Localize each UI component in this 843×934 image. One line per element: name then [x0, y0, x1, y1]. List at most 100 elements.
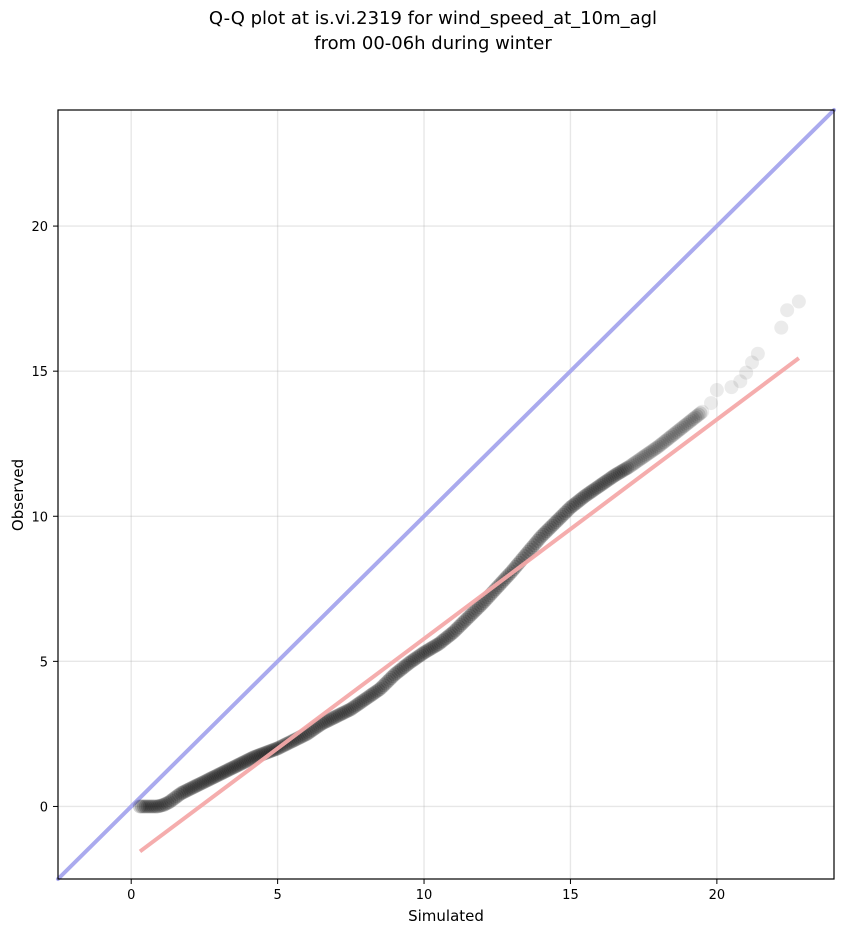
quantile-point — [417, 645, 432, 660]
quantile-point — [643, 444, 658, 459]
quantile-point — [594, 477, 609, 492]
quantile-point — [223, 761, 238, 776]
quantile-point — [645, 443, 660, 458]
quantile-point — [415, 646, 430, 661]
quantile-point — [398, 658, 413, 673]
quantile-point — [530, 533, 545, 548]
quantile-point — [202, 772, 217, 787]
quantile-point — [435, 634, 450, 649]
quantile-point — [406, 653, 421, 668]
quantile-point — [678, 417, 693, 432]
quantile-point — [468, 603, 483, 618]
quantile-point — [449, 621, 464, 636]
quantile-point — [534, 529, 549, 544]
quantile-point — [160, 796, 175, 811]
quantile-point — [235, 755, 250, 770]
quantile-point — [638, 448, 653, 463]
quantile-point — [464, 607, 479, 622]
quantile-point — [184, 781, 199, 796]
quantile-point — [238, 754, 253, 769]
quantile-point — [356, 693, 371, 708]
quantile-point — [455, 616, 470, 631]
quantile-point — [552, 511, 567, 526]
quantile-point — [611, 466, 626, 481]
quantile-point — [426, 640, 441, 655]
quantile-point — [396, 660, 411, 675]
quantile-point — [574, 491, 589, 506]
quantile-point — [329, 709, 344, 724]
quantile-point — [664, 429, 679, 444]
quantile-point — [213, 766, 228, 781]
chart-title-line-2: from 00-06h during winter — [314, 33, 552, 54]
quantile-point — [177, 784, 192, 799]
y-axis-label: Observed — [9, 459, 27, 531]
quantile-point — [325, 711, 340, 726]
quantile-point — [724, 380, 739, 395]
quantile-point — [451, 619, 466, 634]
quantile-point — [166, 792, 181, 807]
quantile-point — [444, 626, 459, 641]
quantile-point — [590, 480, 605, 495]
identity-line — [56, 108, 836, 881]
axis-ticks: 0 5 10 15 20 0 5 10 15 20 — [31, 220, 725, 903]
quantile-point — [222, 762, 237, 777]
quantile-point — [175, 785, 190, 800]
quantile-point — [186, 780, 201, 795]
quantile-point — [680, 416, 695, 431]
quantile-point — [343, 702, 358, 717]
quantile-point — [592, 478, 607, 493]
quantile-point — [745, 355, 760, 370]
quantile-point — [218, 764, 233, 779]
quantile-point — [649, 440, 664, 455]
quantile-point — [673, 422, 688, 437]
x-tick-label: 20 — [709, 888, 726, 903]
quantile-point — [460, 610, 475, 625]
quantile-point — [340, 704, 355, 719]
quantile-point — [525, 540, 540, 555]
quantile-point — [636, 449, 651, 464]
quantile-point — [545, 518, 560, 533]
quantile-point — [780, 303, 795, 318]
quantile-point — [559, 504, 574, 519]
quantile-point — [411, 649, 426, 664]
quantile-point — [140, 799, 155, 814]
quantile-point — [418, 644, 433, 659]
quantile-point — [523, 542, 538, 557]
quantile-point — [210, 768, 225, 783]
quantile-point — [168, 790, 183, 805]
quantile-point — [686, 412, 701, 427]
quantile-point — [546, 516, 561, 531]
quantile-point — [138, 799, 153, 814]
quantile-point — [332, 707, 347, 722]
quantile-point — [563, 500, 578, 515]
quantile-point — [471, 599, 486, 614]
x-tick-label: 15 — [562, 888, 579, 903]
quantile-point — [205, 770, 220, 785]
quantile-point — [321, 713, 336, 728]
y-tick-label: 10 — [31, 510, 48, 525]
quantile-point — [640, 447, 655, 462]
quantile-point — [391, 664, 406, 679]
quantile-point — [164, 793, 179, 808]
quantile-point — [233, 756, 248, 771]
quantile-point — [193, 776, 208, 791]
quantile-point — [689, 409, 704, 424]
quantile-point — [651, 439, 666, 454]
quantile-point — [150, 799, 165, 814]
quantile-point — [208, 769, 223, 784]
quantile-point — [217, 765, 232, 780]
quantile-point — [665, 428, 680, 443]
quantile-point — [548, 515, 563, 530]
quantile-point — [660, 432, 675, 447]
quantile-point — [656, 435, 671, 450]
quantile-point — [557, 505, 572, 520]
quantile-point — [631, 453, 646, 468]
quantile-point — [389, 665, 404, 680]
quantile-point — [230, 758, 245, 773]
x-tick-label: 0 — [127, 888, 135, 903]
quantile-point — [382, 672, 397, 687]
quantile-point — [367, 685, 382, 700]
quantile-point — [589, 481, 604, 496]
quantile-point — [243, 751, 258, 766]
